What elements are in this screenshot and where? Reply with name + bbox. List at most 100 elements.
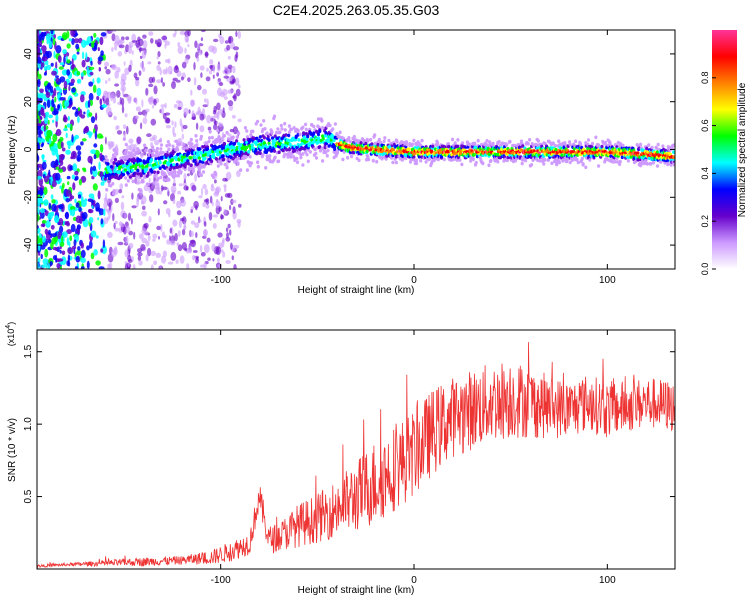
spectral-cell — [341, 157, 345, 162]
spectral-cell — [400, 140, 404, 144]
spectral-cell — [333, 122, 337, 126]
spectral-cell — [207, 126, 212, 131]
spectral-cell — [236, 170, 241, 178]
spectral-cell — [536, 139, 541, 143]
y-tick-label: 1.5 — [23, 344, 34, 358]
spectral-cell — [218, 140, 222, 144]
spectral-cell — [112, 213, 115, 222]
spectral-cell — [41, 45, 47, 52]
spectral-cell — [80, 242, 85, 249]
spectral-cell — [136, 172, 141, 176]
spectral-cell — [162, 69, 167, 75]
spectral-cell — [147, 61, 152, 65]
spectral-cell — [174, 233, 178, 242]
spectral-cell — [328, 123, 332, 128]
spectral-cell — [94, 130, 98, 140]
spectral-cell — [225, 165, 229, 170]
spectral-cell — [200, 252, 206, 257]
spectral-cell — [250, 143, 254, 147]
spectral-cell — [40, 253, 43, 260]
spectral-cell — [61, 32, 68, 40]
spectral-cell — [40, 211, 45, 219]
spectral-cell — [216, 72, 220, 77]
spectral-cell — [55, 159, 59, 166]
spectral-cell — [76, 51, 80, 55]
spectral-cell — [90, 116, 96, 124]
spectral-cell — [283, 121, 287, 126]
spectral-cell — [137, 255, 142, 261]
spectral-cell — [584, 165, 588, 170]
spectral-cell — [347, 136, 351, 140]
spectral-cell — [168, 143, 172, 147]
spectral-cell — [55, 114, 59, 122]
spectral-cell — [81, 59, 86, 68]
spectral-cell — [144, 113, 147, 118]
spectral-cell — [177, 244, 183, 252]
spectral-cell — [37, 44, 40, 53]
spectral-cell — [86, 245, 90, 251]
spectral-cell — [656, 142, 660, 147]
spectral-cell — [314, 151, 318, 156]
spectral-cell — [201, 187, 203, 196]
spectral-cell — [71, 58, 74, 66]
spectral-cell — [74, 175, 79, 181]
spectral-cell — [586, 138, 591, 142]
spectral-cell — [41, 219, 47, 224]
spectral-cell — [146, 133, 152, 138]
spectral-cell — [70, 78, 75, 84]
spectral-cell — [377, 137, 381, 142]
spectral-cell — [197, 106, 201, 115]
spectral-cell — [45, 33, 52, 42]
spectral-cell — [316, 117, 321, 121]
spectral-cell — [306, 134, 310, 139]
spectral-cell — [116, 90, 121, 98]
spectral-cell — [239, 168, 243, 172]
spectral-cell — [226, 44, 231, 51]
spectral-cell — [152, 148, 156, 153]
spectral-cell — [184, 161, 188, 166]
spectral-cell — [196, 256, 199, 261]
spectral-cell — [258, 151, 262, 156]
spectral-cell — [348, 139, 352, 144]
spectral-cell — [132, 264, 136, 269]
spectral-cell — [156, 56, 159, 60]
spectral-cell — [55, 166, 60, 170]
spectral-cell — [225, 260, 231, 264]
spectral-cell — [647, 143, 651, 147]
spectral-cell — [70, 209, 76, 217]
spectral-cell — [93, 32, 97, 38]
spectral-cell — [138, 158, 143, 163]
spectral-cell — [205, 76, 211, 82]
spectral-cell — [111, 181, 115, 186]
spectral-cell — [57, 140, 63, 150]
spectral-cell — [63, 55, 66, 65]
spectral-cell — [221, 88, 228, 96]
spectral-cell — [197, 168, 201, 172]
spectral-cell — [172, 198, 176, 205]
spectral-cell — [157, 61, 161, 65]
spectral-cell — [107, 208, 110, 215]
spectral-cell — [86, 260, 90, 269]
spectral-cell — [72, 245, 77, 250]
spectral-cell — [232, 65, 236, 74]
spectral-cell — [91, 205, 94, 209]
spectral-cell — [189, 137, 193, 142]
spectral-cell — [122, 172, 126, 177]
spectral-cell — [49, 261, 53, 266]
spectral-cell — [122, 155, 126, 160]
spectral-cell — [130, 168, 134, 173]
spectral-cell — [247, 149, 251, 154]
spectral-cell — [153, 174, 157, 178]
spectral-cell — [415, 161, 419, 166]
spectral-cell — [500, 141, 505, 145]
spectral-cell — [289, 127, 293, 132]
spectral-cell — [296, 128, 300, 133]
spectral-cell — [119, 96, 122, 105]
spectral-cell — [373, 133, 377, 137]
spectral-cell — [244, 155, 248, 159]
spectral-cell — [338, 130, 342, 135]
spectral-cell — [145, 240, 150, 247]
spectral-cell — [41, 235, 46, 243]
spectral-cell — [149, 137, 156, 142]
spectral-cell — [59, 177, 63, 183]
